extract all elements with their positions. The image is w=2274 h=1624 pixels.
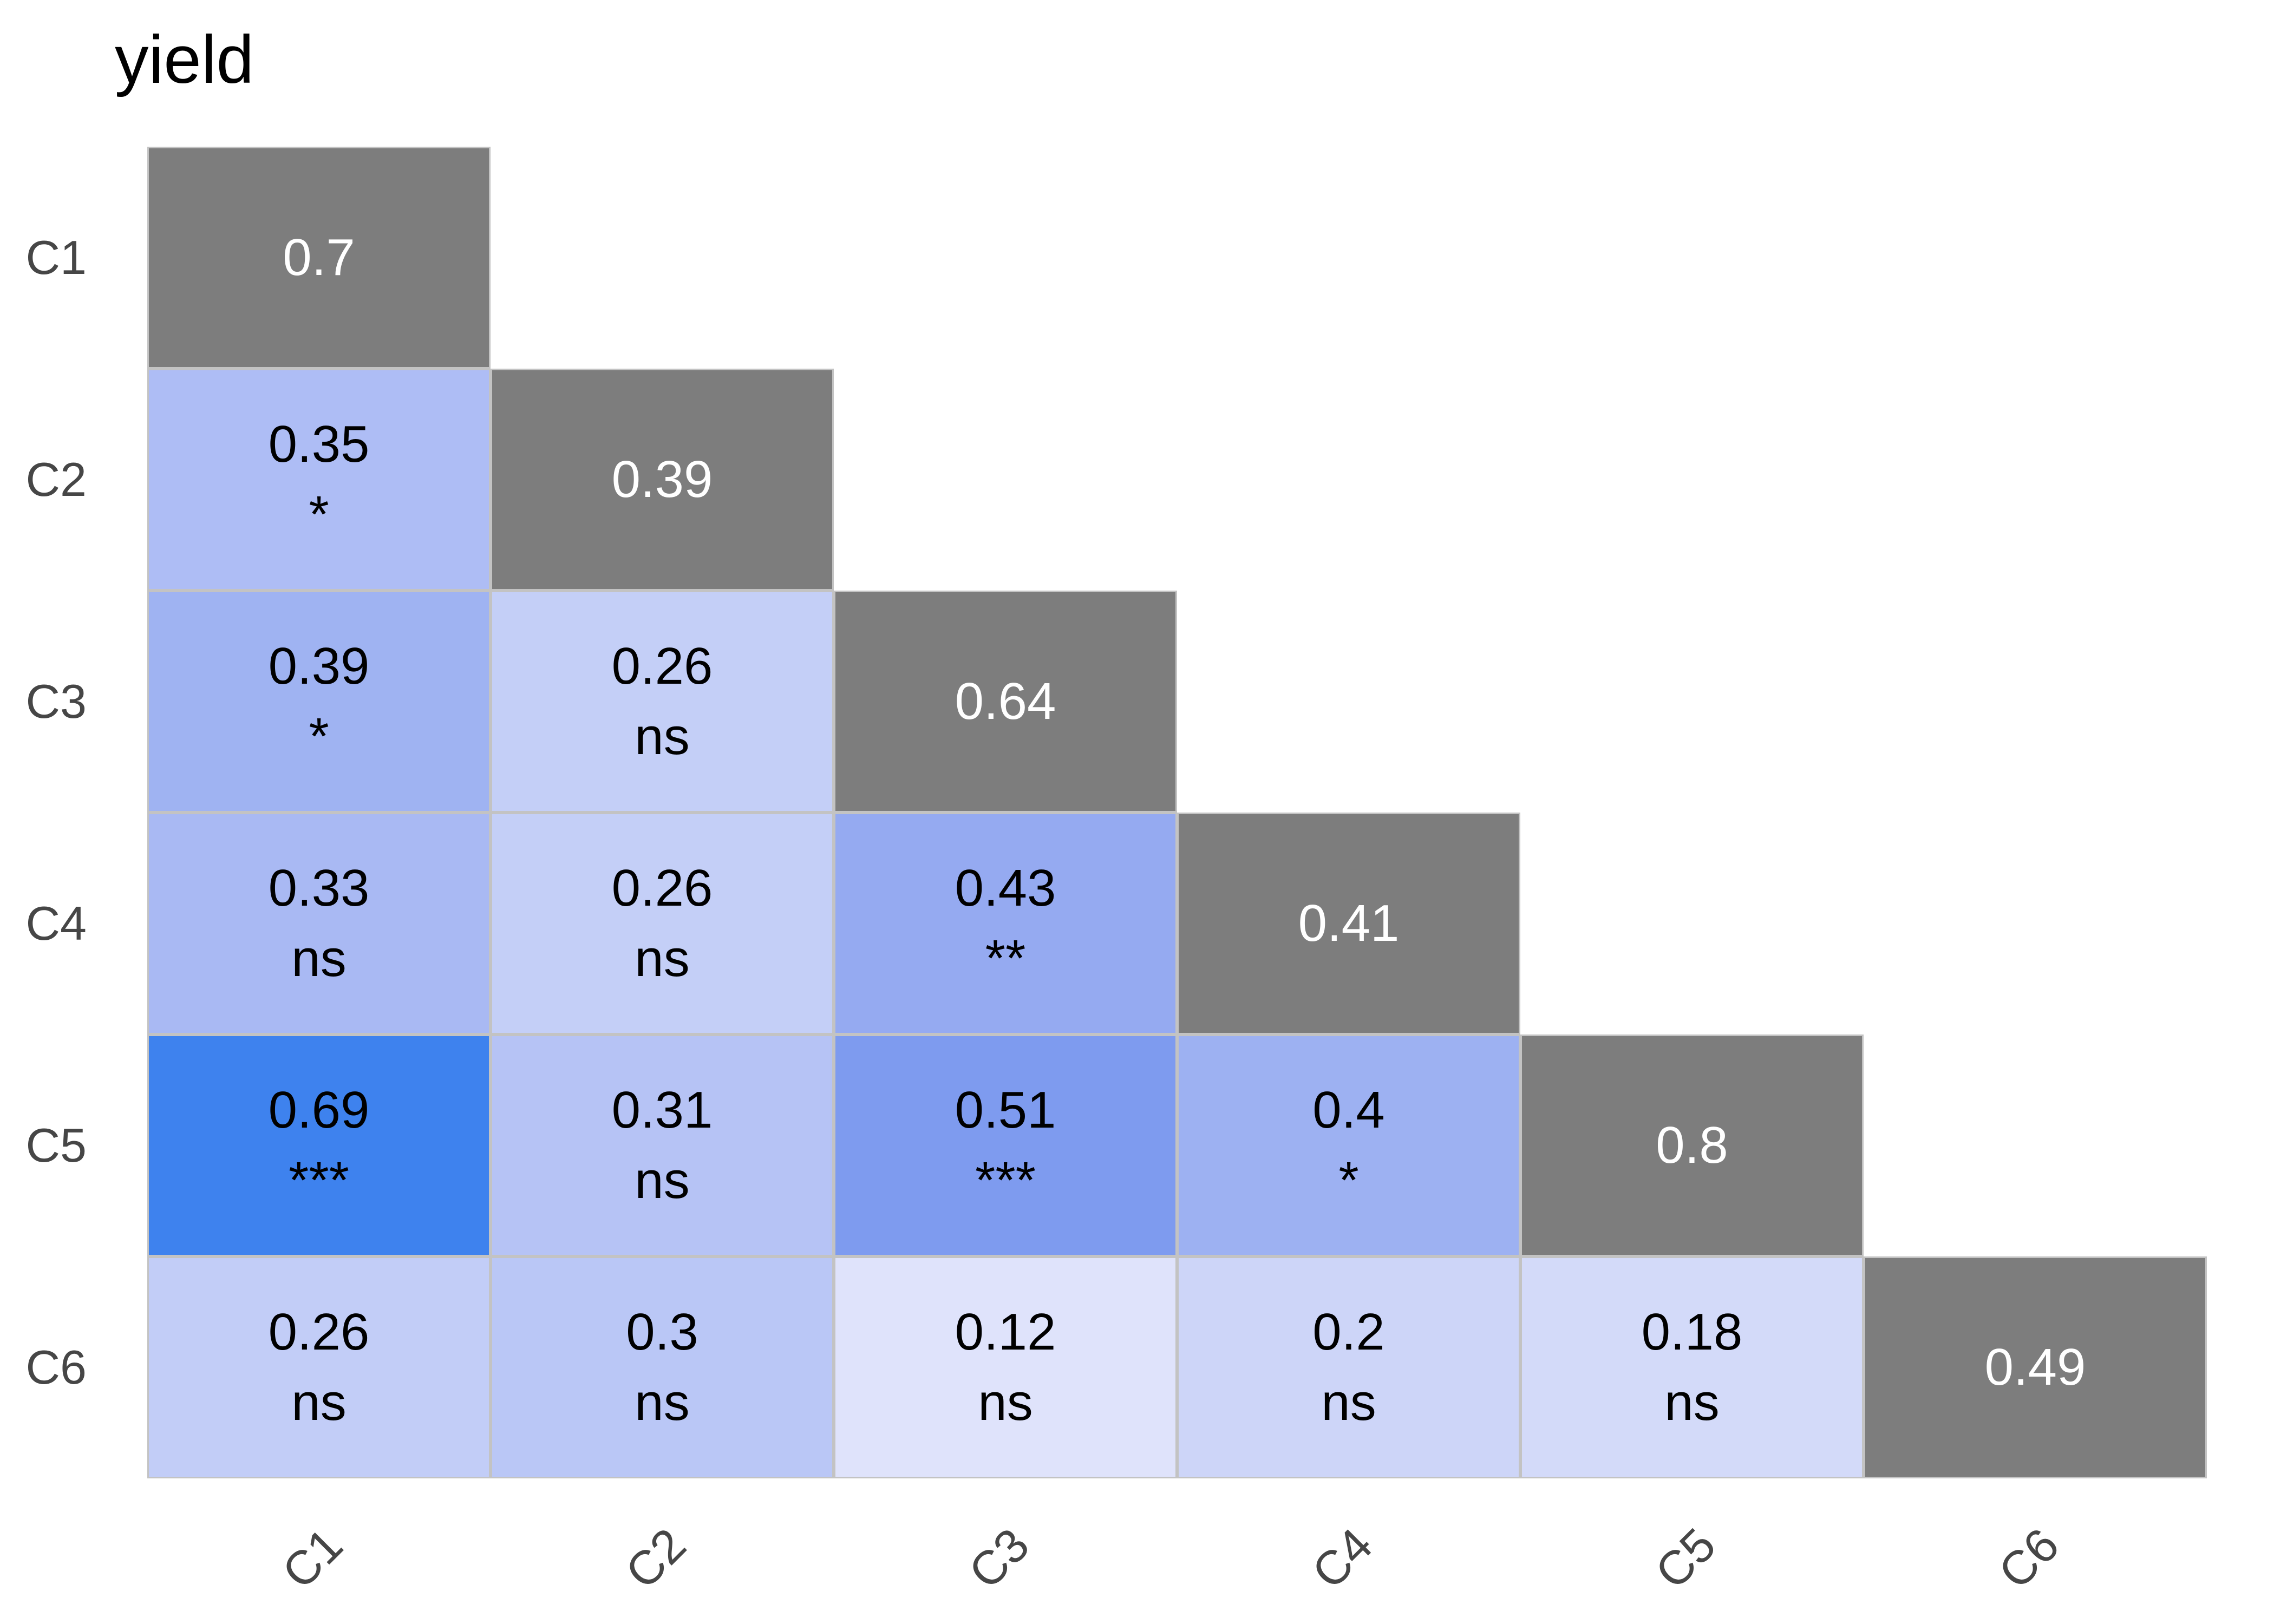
cell-value: 0.35	[268, 415, 370, 474]
plot-title: yield	[115, 22, 254, 97]
matrix-cell-diagonal: 0.64	[835, 592, 1175, 811]
y-axis-label-c2: C2	[25, 453, 87, 506]
cell-value: 0.8	[1656, 1116, 1728, 1174]
cell-value: 0.51	[955, 1081, 1056, 1140]
cell-significance: ns	[291, 929, 347, 987]
cell-value: 0.26	[611, 637, 713, 696]
cell-value: 0.26	[611, 859, 713, 918]
cell-significance: *	[309, 707, 329, 765]
cell-value: 0.39	[268, 637, 370, 696]
cell-value: 0.2	[1312, 1303, 1385, 1361]
matrix-cell: 0.39 *	[149, 592, 489, 811]
cell-value: 0.31	[611, 1081, 713, 1140]
cell-significance: ns	[1664, 1373, 1720, 1431]
matrix-cell: 0.43 **	[835, 814, 1175, 1033]
matrix-cell-diagonal: 0.41	[1179, 814, 1519, 1033]
matrix-cell: 0.35 *	[149, 370, 489, 589]
cell-significance: ns	[1321, 1373, 1376, 1431]
cell-value: 0.18	[1641, 1303, 1743, 1361]
cell-significance: ***	[288, 1151, 350, 1209]
matrix-cell: 0.12 ns	[835, 1258, 1175, 1477]
matrix-cell: 0.51 ***	[835, 1036, 1175, 1255]
cell-value: 0.4	[1312, 1081, 1385, 1140]
x-axis-label-c5: C5	[1644, 1517, 1726, 1599]
cell-significance: ns	[978, 1373, 1033, 1431]
matrix-cell: 0.2 ns	[1179, 1258, 1519, 1477]
cell-significance: ns	[635, 707, 690, 765]
cell-value: 0.49	[1984, 1338, 2086, 1396]
matrix-cell: 0.26 ns	[149, 1258, 489, 1477]
cell-significance: *	[1338, 1151, 1359, 1209]
cell-value: 0.33	[268, 859, 370, 918]
x-axis-label-c4: C4	[1301, 1517, 1383, 1599]
x-axis-label-c6: C6	[1988, 1517, 2069, 1599]
matrix-cell: 0.18 ns	[1522, 1258, 1862, 1477]
matrix-cell: 0.33 ns	[149, 814, 489, 1033]
matrix-cell: 0.26 ns	[492, 592, 832, 811]
cell-value: 0.26	[268, 1303, 370, 1361]
matrix-cell-diagonal: 0.39	[492, 370, 832, 589]
x-axis-label-c1: C1	[271, 1517, 353, 1599]
cell-value: 0.3	[626, 1303, 698, 1361]
cell-significance: **	[985, 929, 1026, 987]
cell-value: 0.69	[268, 1081, 370, 1140]
cell-value: 0.64	[955, 672, 1056, 730]
y-axis-label-c4: C4	[25, 896, 87, 950]
x-axis-label-c2: C2	[615, 1517, 696, 1599]
cell-value: 0.7	[283, 228, 355, 286]
y-axis-label-c6: C6	[25, 1340, 87, 1394]
matrix-cell: 0.4 *	[1179, 1036, 1519, 1255]
y-axis-label-c5: C5	[25, 1118, 87, 1172]
cell-value: 0.12	[955, 1303, 1056, 1361]
cell-value: 0.39	[611, 450, 713, 508]
matrix-cell: 0.26 ns	[492, 814, 832, 1033]
matrix-cell: 0.69 ***	[149, 1036, 489, 1255]
matrix-cell-diagonal: 0.49	[1865, 1258, 2205, 1477]
cell-significance: ns	[635, 1373, 690, 1431]
cell-value: 0.43	[955, 859, 1056, 918]
cell-significance: ***	[975, 1151, 1036, 1209]
matrix-cell: 0.31 ns	[492, 1036, 832, 1255]
y-axis-label-c3: C3	[25, 675, 87, 728]
matrix-cell: 0.3 ns	[492, 1258, 832, 1477]
cell-significance: ns	[635, 929, 690, 987]
cell-significance: *	[309, 485, 329, 543]
cell-significance: ns	[291, 1373, 347, 1431]
matrix-cell-diagonal: 0.7	[149, 148, 489, 367]
y-axis-label-c1: C1	[25, 231, 87, 284]
matrix-cell-diagonal: 0.8	[1522, 1036, 1862, 1255]
cell-value: 0.41	[1298, 894, 1400, 952]
x-axis-label-c3: C3	[958, 1517, 1040, 1599]
cell-significance: ns	[635, 1151, 690, 1209]
